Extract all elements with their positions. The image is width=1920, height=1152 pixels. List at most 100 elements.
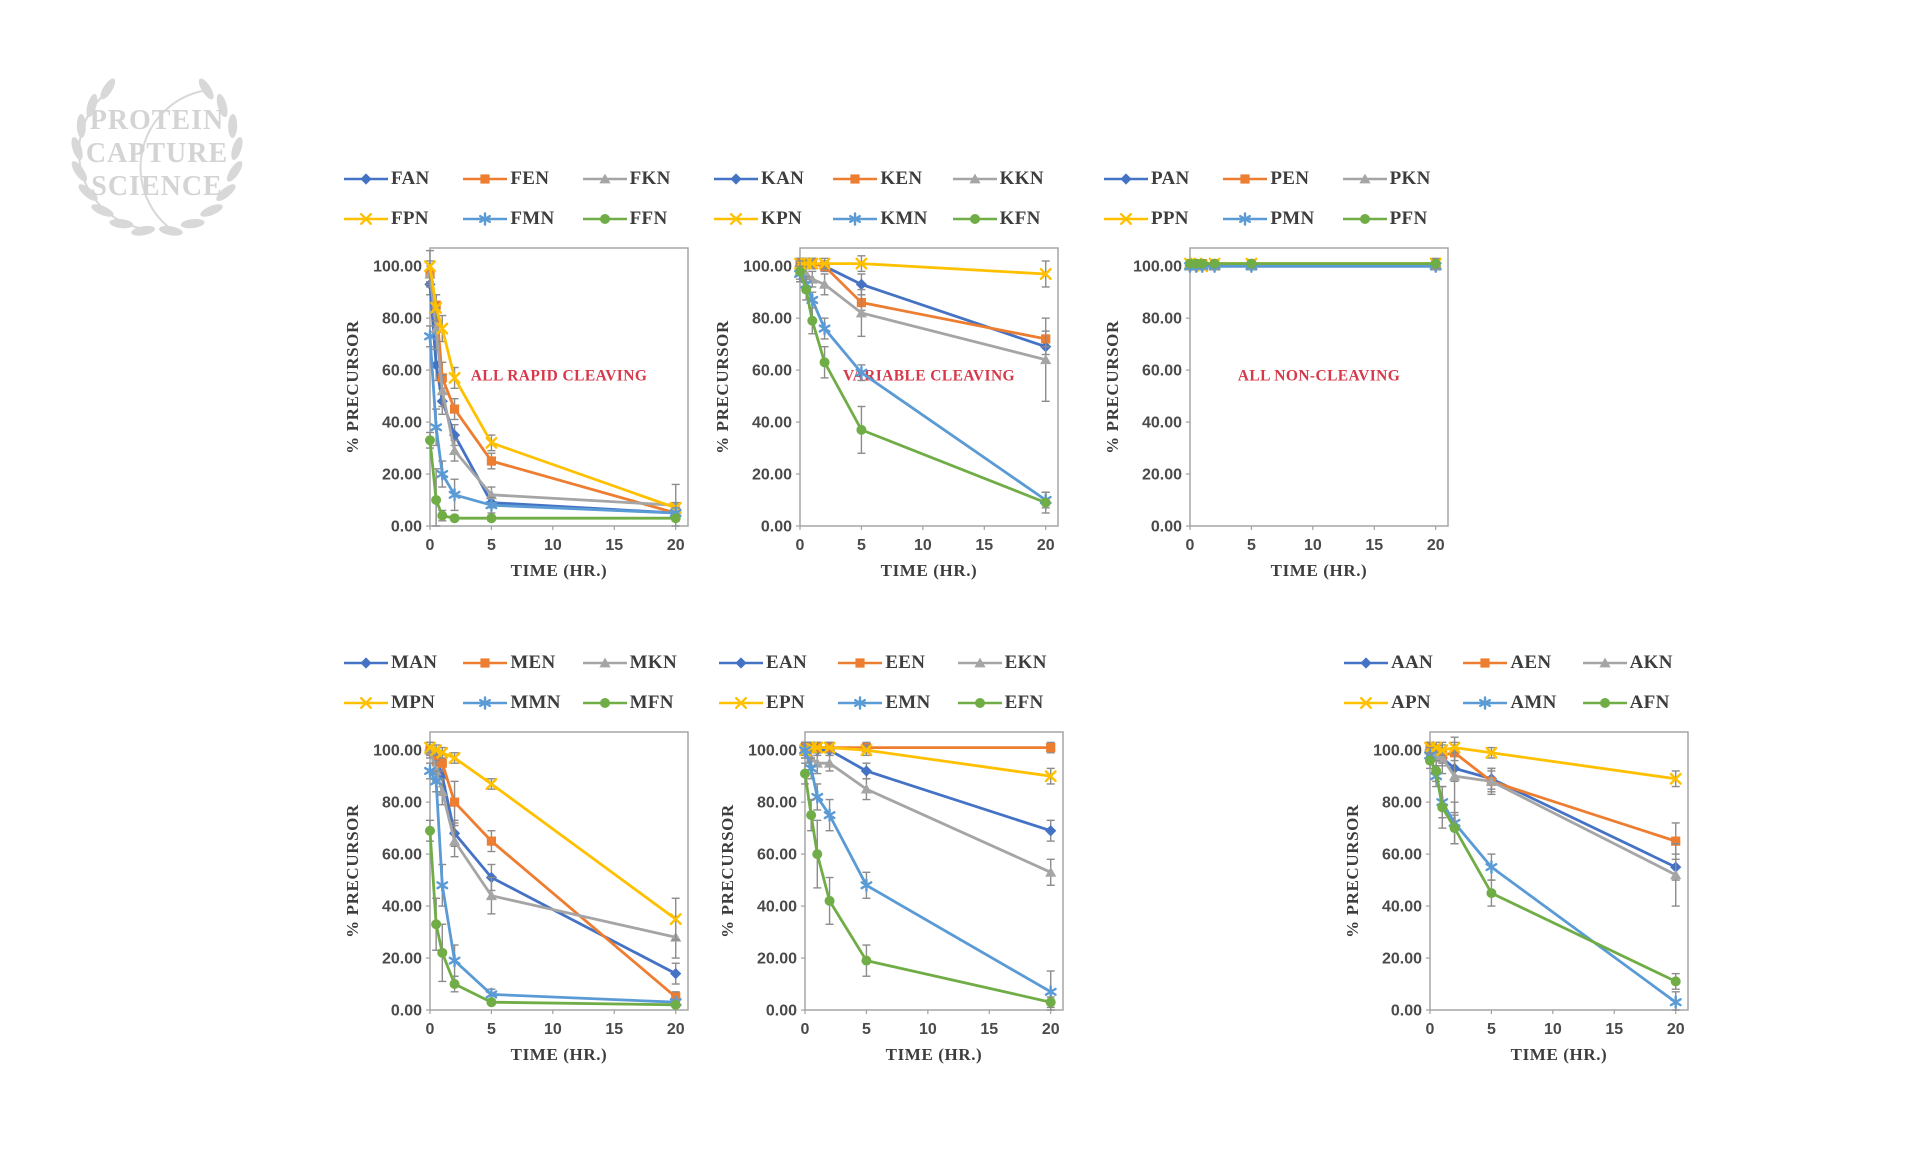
chart-text: 0 bbox=[426, 537, 435, 554]
legend-label: FPN bbox=[391, 208, 429, 229]
x-marker-icon bbox=[730, 213, 742, 226]
legend-x-icon bbox=[344, 697, 388, 710]
plot-border bbox=[429, 247, 689, 527]
legend-label: MMN bbox=[510, 692, 561, 713]
watermark-line: SCIENCE bbox=[91, 171, 223, 202]
legend-label: PFN bbox=[1389, 208, 1428, 229]
watermark-text: PROTEIN CAPTURE SCIENCE bbox=[52, 104, 262, 203]
triangle-marker-icon bbox=[599, 657, 611, 668]
square-marker-icon bbox=[1240, 174, 1250, 184]
chart-text: ALL RAPID CLEAVING bbox=[471, 368, 648, 385]
series-line bbox=[798, 262, 1048, 349]
asterisk-marker-icon bbox=[1479, 698, 1492, 708]
diamond-marker-icon bbox=[730, 173, 742, 185]
chart-panel-e-series: EAN EEN EKN EPN EMN EFN 0.00 20.00 40.00 60.00 80… bbox=[708, 652, 1080, 1068]
circle-marker-icon bbox=[486, 513, 497, 524]
laurel-branch bbox=[71, 78, 155, 236]
laurel-leaf bbox=[100, 78, 116, 100]
diamond-marker-icon bbox=[1360, 657, 1372, 669]
chart-text: 80.00 bbox=[757, 795, 797, 812]
circle-marker-icon bbox=[670, 999, 681, 1010]
legend-triangle-icon bbox=[1342, 173, 1387, 184]
chart-text: 20 bbox=[1042, 1021, 1060, 1038]
triangle-marker-icon bbox=[1448, 770, 1461, 781]
square-marker-icon bbox=[1480, 658, 1490, 668]
legend-circle-icon bbox=[952, 214, 997, 224]
circle-marker-icon bbox=[1040, 497, 1051, 508]
laurel-leaf bbox=[231, 136, 243, 161]
chart-text: 15 bbox=[975, 537, 993, 554]
legend-label: EPN bbox=[766, 692, 805, 713]
chart-text: 60.00 bbox=[1142, 363, 1182, 380]
chart-text: 0.00 bbox=[761, 519, 792, 536]
laurel-leaf bbox=[91, 204, 114, 217]
x-marker-icon bbox=[448, 751, 461, 764]
circle-marker-icon bbox=[824, 895, 835, 906]
chart-panel-variable-cleaving: KAN KEN KKN KPN KMN KFN 0.00 20.00 40.00 60.00 80… bbox=[703, 168, 1075, 584]
chart-text: 20.00 bbox=[752, 467, 792, 484]
chart-text: TIME (HR.) bbox=[1511, 1045, 1608, 1064]
legend: KAN KEN KKN KPN KMN KFN bbox=[713, 168, 1065, 230]
laurel-leaf bbox=[109, 218, 134, 229]
chart-text: 5 bbox=[487, 1021, 496, 1038]
legend-asterisk-icon bbox=[1463, 696, 1508, 710]
triangle-marker-icon bbox=[1045, 866, 1057, 877]
diamond-marker-icon bbox=[855, 278, 868, 290]
series-line bbox=[428, 748, 678, 976]
legend-label: AAN bbox=[1391, 652, 1434, 673]
series-line bbox=[803, 748, 1053, 874]
series-kmn bbox=[793, 265, 1052, 509]
series-mpn bbox=[423, 741, 682, 941]
x-marker-icon bbox=[1039, 267, 1052, 280]
legend-label: AEN bbox=[1510, 652, 1552, 673]
line-chart: 0.00 20.00 40.00 60.00 80.00 100.00 0 5 10 15 20 TI… bbox=[343, 247, 689, 580]
chart-panel-m-series: MAN MEN MKN MPN MMN MFN 0.00 20.00 40.00 60.00 80… bbox=[333, 652, 705, 1068]
legend-item-kkn: KKN bbox=[952, 168, 1065, 190]
legend: FAN FEN FKN FPN FMN FFN bbox=[343, 168, 695, 230]
series-line bbox=[428, 264, 678, 510]
legend-item-emn: EMN bbox=[837, 692, 950, 714]
legend-diamond-icon bbox=[344, 657, 388, 669]
circle-marker-icon bbox=[449, 513, 460, 524]
square-marker-icon bbox=[480, 658, 490, 668]
legend-item-mkn: MKN bbox=[582, 652, 695, 674]
series-fpn bbox=[423, 249, 682, 514]
chart-text: TIME (HR.) bbox=[511, 561, 608, 580]
triangle-marker-icon bbox=[1599, 657, 1611, 668]
legend-label: FAN bbox=[391, 168, 430, 189]
square-marker-icon bbox=[449, 797, 460, 807]
chart-text: % PRECURSOR bbox=[343, 804, 362, 938]
legend-triangle-icon bbox=[957, 657, 1002, 668]
chart-panel-non-cleaving: PAN PEN PKN PPN PMN PFN 0.00 20.00 40.00 60.00 80… bbox=[1093, 168, 1465, 584]
chart-text: 20.00 bbox=[382, 467, 422, 484]
chart-text: 15 bbox=[605, 1021, 623, 1038]
chart-text: 80.00 bbox=[1142, 311, 1182, 328]
asterisk-marker-icon bbox=[1669, 998, 1682, 1007]
legend-label: KFN bbox=[999, 208, 1041, 229]
circle-marker-icon bbox=[1449, 823, 1460, 834]
x-marker-icon bbox=[669, 913, 682, 926]
circle-marker-icon bbox=[1486, 888, 1497, 899]
diamond-marker-icon bbox=[360, 657, 372, 669]
laurel-leaf bbox=[226, 161, 243, 182]
circle-marker-icon bbox=[486, 997, 497, 1008]
chart-text: 40.00 bbox=[757, 899, 797, 916]
circle-marker-icon bbox=[599, 698, 610, 708]
series-line bbox=[428, 334, 678, 515]
triangle-marker-icon bbox=[436, 786, 448, 797]
chart-text: % PRECURSOR bbox=[343, 320, 362, 454]
x-marker-icon bbox=[485, 777, 498, 790]
circle-marker-icon bbox=[1430, 258, 1441, 269]
legend-x-icon bbox=[344, 213, 388, 226]
chart-text: 100.00 bbox=[1133, 259, 1182, 276]
chart-text: 0.00 bbox=[766, 1003, 797, 1020]
chart-text: 5 bbox=[487, 537, 496, 554]
legend-square-icon bbox=[833, 174, 878, 184]
circle-marker-icon bbox=[1197, 258, 1208, 269]
legend-label: KKN bbox=[999, 168, 1044, 189]
legend-item-mmn: MMN bbox=[462, 692, 575, 714]
diamond-marker-icon bbox=[1120, 173, 1132, 185]
series-kfn bbox=[795, 260, 1051, 514]
legend-item-mfn: MFN bbox=[582, 692, 695, 714]
x-marker-icon bbox=[485, 436, 498, 449]
